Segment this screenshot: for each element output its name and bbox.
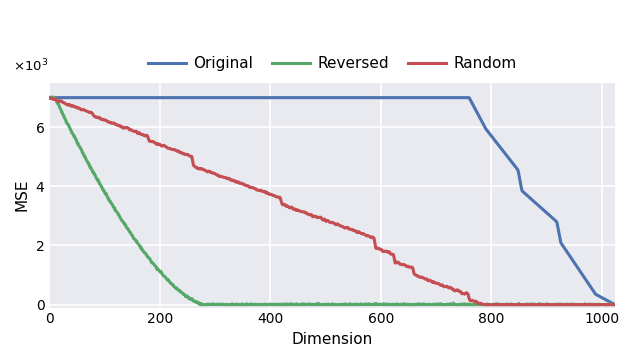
- Original: [582, 277, 590, 282]
- Random: [165, 146, 172, 151]
- Random: [71, 105, 79, 109]
- Random: [241, 183, 249, 188]
- Line: Original: Original: [50, 98, 615, 305]
- Original: [611, 303, 619, 307]
- Reversed: [165, 278, 172, 282]
- Original: [46, 96, 53, 100]
- Y-axis label: MSE: MSE: [15, 179, 30, 211]
- Random: [163, 145, 170, 149]
- Reversed: [242, 303, 249, 307]
- Original: [240, 96, 248, 100]
- Line: Random: Random: [50, 98, 615, 305]
- Random: [481, 303, 489, 307]
- Random: [583, 303, 591, 307]
- Reversed: [79, 151, 86, 155]
- Legend: Original, Reversed, Random: Original, Reversed, Random: [142, 50, 523, 77]
- Reversed: [611, 302, 619, 307]
- Reversed: [71, 136, 79, 141]
- Reversed: [46, 96, 53, 100]
- Reversed: [198, 303, 206, 307]
- X-axis label: Dimension: Dimension: [291, 332, 373, 347]
- Original: [162, 96, 170, 100]
- Original: [71, 96, 78, 100]
- Original: [78, 96, 86, 100]
- Reversed: [583, 303, 591, 307]
- Random: [47, 96, 55, 100]
- Random: [79, 108, 86, 112]
- Random: [46, 96, 53, 100]
- Reversed: [163, 277, 170, 281]
- Text: $\times 10^3$: $\times 10^3$: [13, 57, 48, 74]
- Original: [164, 96, 172, 100]
- Random: [611, 303, 619, 307]
- Line: Reversed: Reversed: [50, 97, 615, 305]
- Reversed: [48, 95, 56, 99]
